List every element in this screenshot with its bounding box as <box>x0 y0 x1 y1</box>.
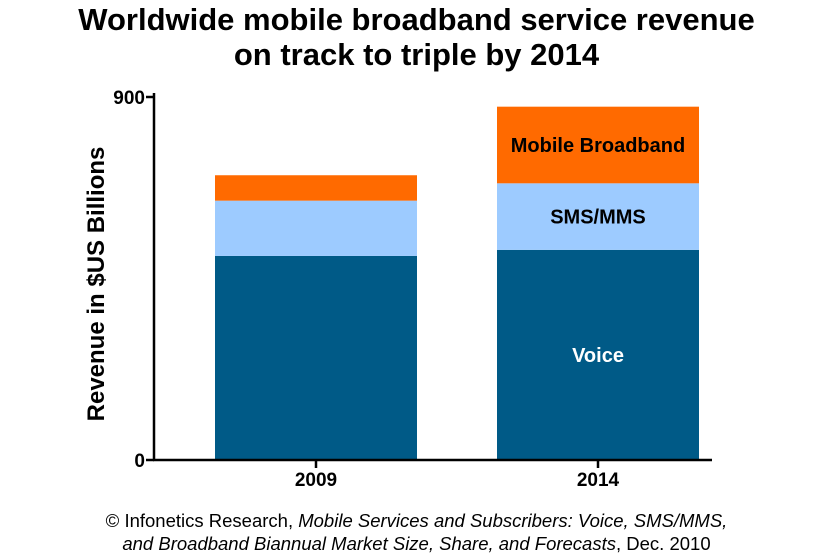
bar-2014-voice <box>497 249 699 460</box>
x-tick-label-2009: 2009 <box>295 470 337 491</box>
source-title-part-2: and Broadband Biannual Market Size, Shar… <box>122 533 616 554</box>
y-axis-label: Revenue in $US Billions <box>83 147 110 422</box>
x-ticks-group: 2009 2014 <box>295 460 620 491</box>
source-suffix: , Dec. 2010 <box>616 533 711 554</box>
y-ticks-group: 0 900 <box>113 88 154 472</box>
bar-2009-voice <box>215 255 417 460</box>
source-prefix: © Infonetics Research, <box>105 510 299 531</box>
source-title-part-1: Mobile Services and Subscribers: Voice, … <box>298 510 728 531</box>
bar-2009-sms-mms <box>215 200 417 256</box>
x-tick-label-2014: 2014 <box>577 470 620 491</box>
y-tick-label-900: 900 <box>113 88 145 109</box>
bar-2014-mobile-broadband <box>497 106 699 184</box>
source-note: © Infonetics Research, Mobile Services a… <box>0 509 833 555</box>
segment-label-voice: Voice <box>572 345 624 367</box>
chart-title: Worldwide mobile broadband service reven… <box>0 2 833 72</box>
y-tick-label-0: 0 <box>134 451 145 472</box>
source-line-1: © Infonetics Research, Mobile Services a… <box>0 509 833 532</box>
source-line-2: and Broadband Biannual Market Size, Shar… <box>0 532 833 555</box>
segment-labels-group: Voice SMS/MMS Mobile Broadband <box>511 135 685 367</box>
segment-label-mobile-broadband: Mobile Broadband <box>511 135 685 157</box>
chart-title-line-2: on track to triple by 2014 <box>233 37 600 72</box>
bar-2014-sms-mms <box>497 183 699 250</box>
segment-label-sms-mms: SMS/MMS <box>550 207 646 229</box>
chart-title-line-1: Worldwide mobile broadband service reven… <box>78 2 755 37</box>
bar-2009-mobile-broadband <box>215 175 417 201</box>
bars-group <box>215 106 699 460</box>
